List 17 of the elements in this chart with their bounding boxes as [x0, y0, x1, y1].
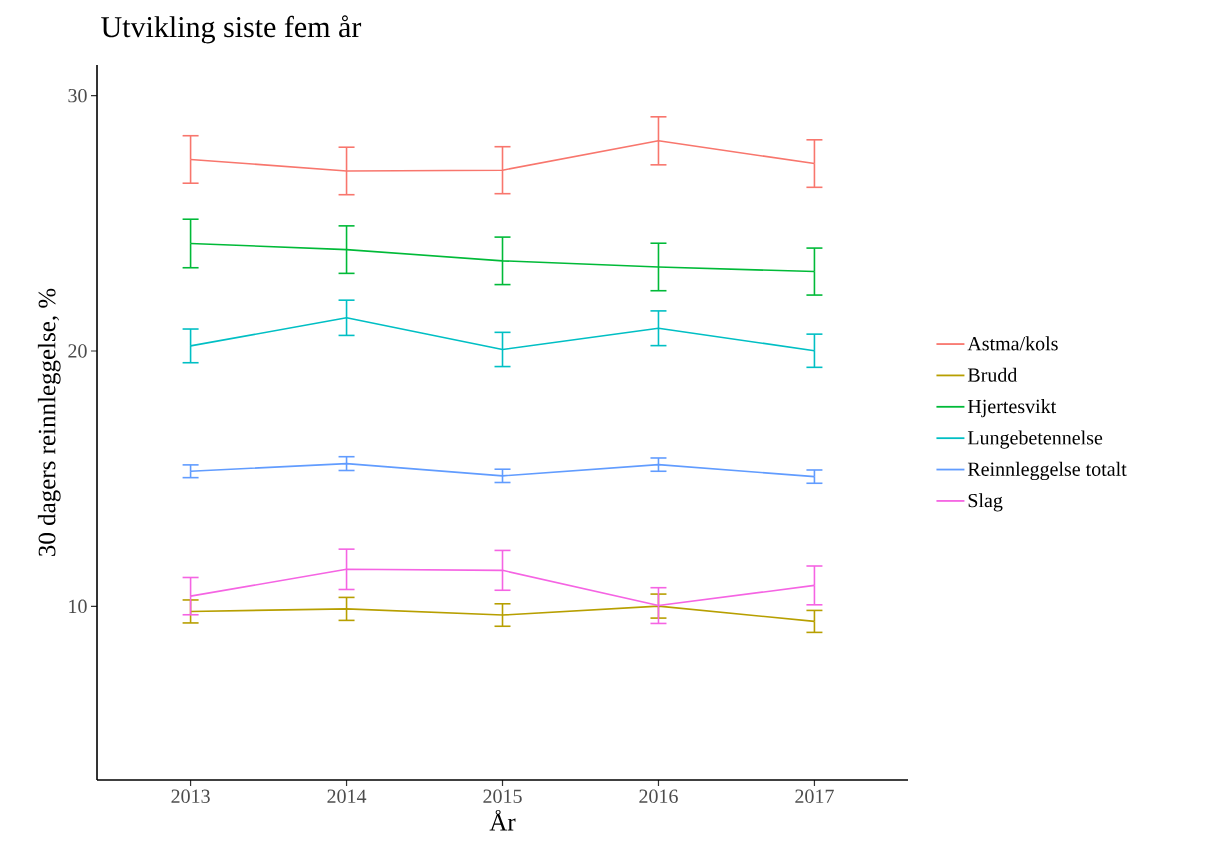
y-tick-label: 20	[68, 344, 87, 358]
legend-label: Reinnleggelse totalt	[967, 461, 1127, 481]
chart-title: Utvikling siste fem år	[101, 15, 362, 44]
x-tick-label: 2014	[327, 789, 367, 804]
y-axis-title: 30 dagers reinnleggelse, %	[37, 288, 61, 556]
legend-label: Brudd	[967, 367, 1018, 382]
x-axis-title: År	[489, 809, 516, 831]
y-tick-label: 30	[68, 88, 87, 103]
legend-label: Astma/kols	[967, 336, 1058, 351]
x-tick-label: 2016	[639, 789, 678, 804]
x-tick-label: 2015	[483, 789, 522, 804]
y-tick-label: 10	[69, 599, 87, 614]
legend-label: Slag	[968, 493, 1003, 512]
x-tick-label: 2013	[171, 789, 210, 804]
legend-label: Hjertesvikt	[967, 399, 1057, 418]
legend-label: Lungebetennelse	[967, 430, 1103, 449]
x-tick-label: 2017	[795, 789, 834, 804]
